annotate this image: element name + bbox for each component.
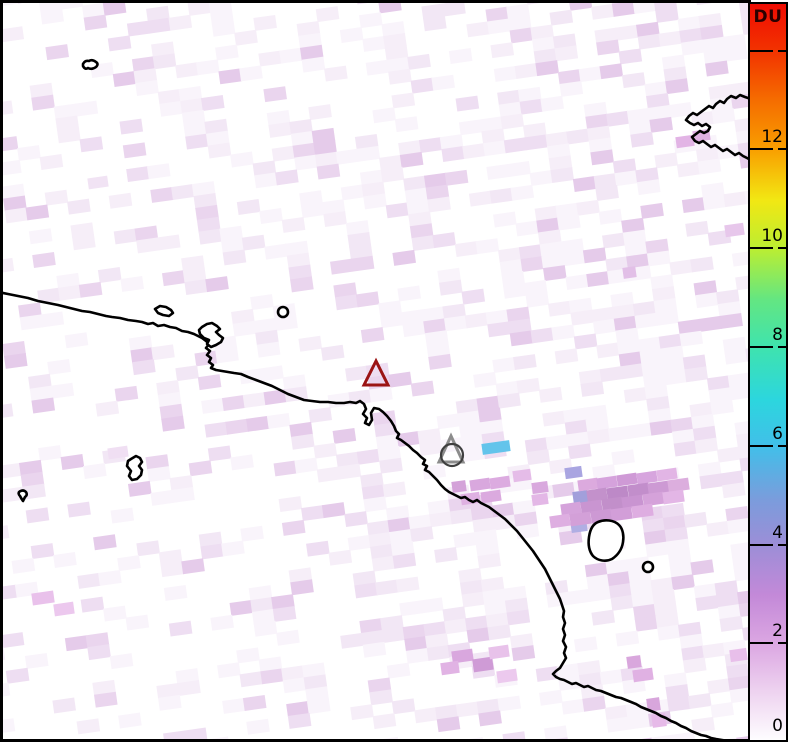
gray-station-circle (439, 442, 465, 468)
ring-island-a (276, 305, 290, 319)
so2-pixel (546, 0, 570, 2)
so2-pixel (0, 466, 1, 482)
so2-pixel (695, 741, 719, 742)
ring-island-b (641, 560, 655, 574)
colorbar-tick-mark (750, 544, 773, 546)
so2-pixel (122, 0, 146, 1)
mainland-coastline (3, 291, 724, 739)
island-mid-west (125, 454, 144, 482)
colorbar-tick-label: 2 (772, 621, 783, 641)
colorbar-tick-mark (778, 346, 786, 348)
colorbar-tick-mark (778, 445, 786, 447)
colorbar-tick-label: 12 (761, 127, 783, 147)
so2-pixel (0, 17, 2, 33)
colorbar-tick-mark (750, 445, 773, 447)
island-coastal-west-b (197, 321, 225, 349)
so2-pixel (0, 320, 2, 336)
colorbar-tick-mark (778, 247, 786, 249)
colorbar-tick-mark (750, 642, 773, 644)
colorbar-tick-mark (778, 148, 786, 150)
so2-pixel (16, 739, 40, 742)
island-tiny-west (17, 489, 29, 503)
colorbar: DU 12 10 8 6 4 2 0 (748, 2, 788, 742)
colorbar-tick-label: 4 (772, 523, 783, 543)
colorbar-tick-mark (750, 346, 773, 348)
northeast-inlet-coastline (684, 93, 748, 160)
so2-pixel (186, 739, 210, 742)
colorbar-tick-mark (750, 148, 773, 150)
so2-pixel (440, 740, 464, 742)
colorbar-tick-label: 10 (761, 226, 783, 246)
map-panel (0, 0, 751, 742)
red-volcano-marker (361, 357, 391, 387)
colorbar-unit-label: DU (753, 7, 783, 27)
island-coastal-west-a (153, 304, 175, 318)
colorbar-tick-mark (778, 642, 786, 644)
coastline-overlay (3, 58, 748, 739)
colorbar-tick-mark (750, 50, 773, 52)
colorbar-tick-mark (778, 50, 786, 52)
island-small-northwest (81, 58, 99, 71)
colorbar-tick-mark (750, 247, 773, 249)
colorbar-tick-label: 8 (772, 325, 783, 345)
colorbar-tick-mark (778, 544, 786, 546)
gray-volcano-marker (436, 432, 466, 464)
colorbar-tick-label-zero: 0 (772, 716, 783, 736)
so2-pixel (270, 740, 294, 742)
lake-contour (587, 519, 625, 562)
colorbar-tick-label: 6 (772, 424, 783, 444)
